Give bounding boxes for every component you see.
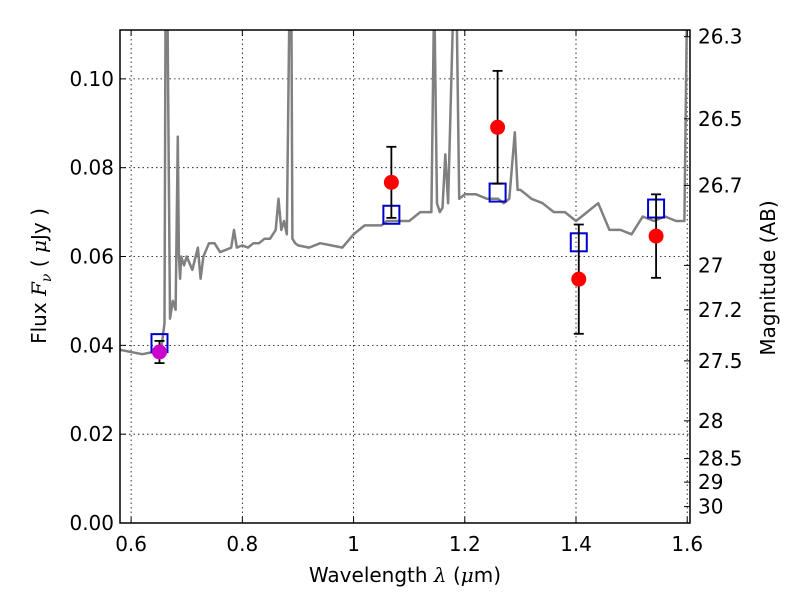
x-tick-label: 1.2 bbox=[449, 532, 481, 556]
y-axis-label: Flux Fν ( μJy ) bbox=[27, 208, 55, 344]
magnitude-tick-label: 26.3 bbox=[698, 25, 743, 49]
magnitude-tick-label: 26.7 bbox=[698, 173, 743, 197]
model-spectrum-line bbox=[120, 30, 688, 356]
observed-flux-point bbox=[648, 228, 664, 244]
plot-frame bbox=[119, 29, 691, 524]
y-tick-label: 0.08 bbox=[69, 156, 114, 180]
x-axis-label: Wavelength λ (μm) bbox=[309, 563, 501, 587]
observed-flux-point bbox=[383, 174, 399, 190]
y-tick-label: 0.06 bbox=[69, 245, 114, 269]
magnitude-tick-label: 28 bbox=[698, 409, 723, 433]
y-axis-right-label: Magnitude (AB) bbox=[756, 200, 780, 355]
observed-flux-point bbox=[151, 344, 167, 360]
x-tick-label: 0.8 bbox=[226, 532, 258, 556]
magnitude-tick-label: 28.5 bbox=[698, 447, 743, 471]
y-tick-label: 0.00 bbox=[69, 511, 114, 535]
x-tick-label: 1.4 bbox=[560, 532, 592, 556]
x-tick-label: 0.6 bbox=[115, 532, 147, 556]
magnitude-tick-label: 27.2 bbox=[698, 298, 743, 322]
x-tick-label: 1 bbox=[347, 532, 360, 556]
magnitude-tick-label: 30 bbox=[698, 495, 723, 519]
y-tick-label: 0.04 bbox=[69, 333, 114, 357]
magnitude-tick-label: 29 bbox=[698, 470, 723, 494]
magnitude-tick-label: 27.5 bbox=[698, 349, 743, 373]
data-layer bbox=[120, 30, 688, 356]
observed-flux-point bbox=[571, 271, 587, 287]
magnitude-tick-label: 27 bbox=[698, 253, 723, 277]
y-tick-label: 0.02 bbox=[69, 422, 114, 446]
magnitude-tick-label: 26.5 bbox=[698, 107, 743, 131]
grid-layer bbox=[120, 30, 690, 523]
observed-flux-point bbox=[490, 119, 506, 135]
x-tick-label: 1.6 bbox=[671, 532, 703, 556]
tick-layer: 0.6 0.8 1 1.2 1.4 1.6 0.00 0.02 0.04 0.06 0.08 0.10… bbox=[69, 25, 742, 556]
marker-layer bbox=[150, 69, 666, 365]
y-tick-label: 0.10 bbox=[69, 67, 114, 91]
